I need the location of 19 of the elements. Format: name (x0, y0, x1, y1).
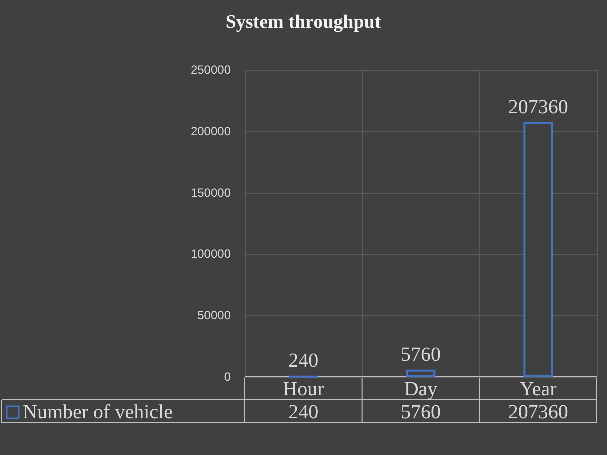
legend-label: Number of vehicle (23, 402, 174, 424)
data-label: 207360 (508, 96, 568, 118)
data-label: 5760 (401, 344, 441, 366)
chart-title: System throughput (226, 12, 382, 33)
text: 207360 (508, 402, 568, 424)
text: 5760 (401, 402, 441, 424)
bar (524, 122, 553, 377)
y-tick-label: 100000 (190, 247, 232, 262)
x-tick-label: Hour (283, 378, 325, 400)
y-tick-label: 250000 (190, 63, 232, 77)
text: 240 (288, 402, 319, 424)
x-tick-label: Year (520, 378, 558, 400)
y-tick-label: 0 (224, 370, 232, 384)
y-tick-label: 150000 (190, 186, 232, 200)
y-tick-label: 50000 (198, 308, 232, 323)
y-tick-label: 200000 (190, 124, 232, 138)
bar (406, 370, 436, 377)
x-tick-label: Day (404, 378, 438, 400)
data-label: 240 (288, 350, 319, 372)
